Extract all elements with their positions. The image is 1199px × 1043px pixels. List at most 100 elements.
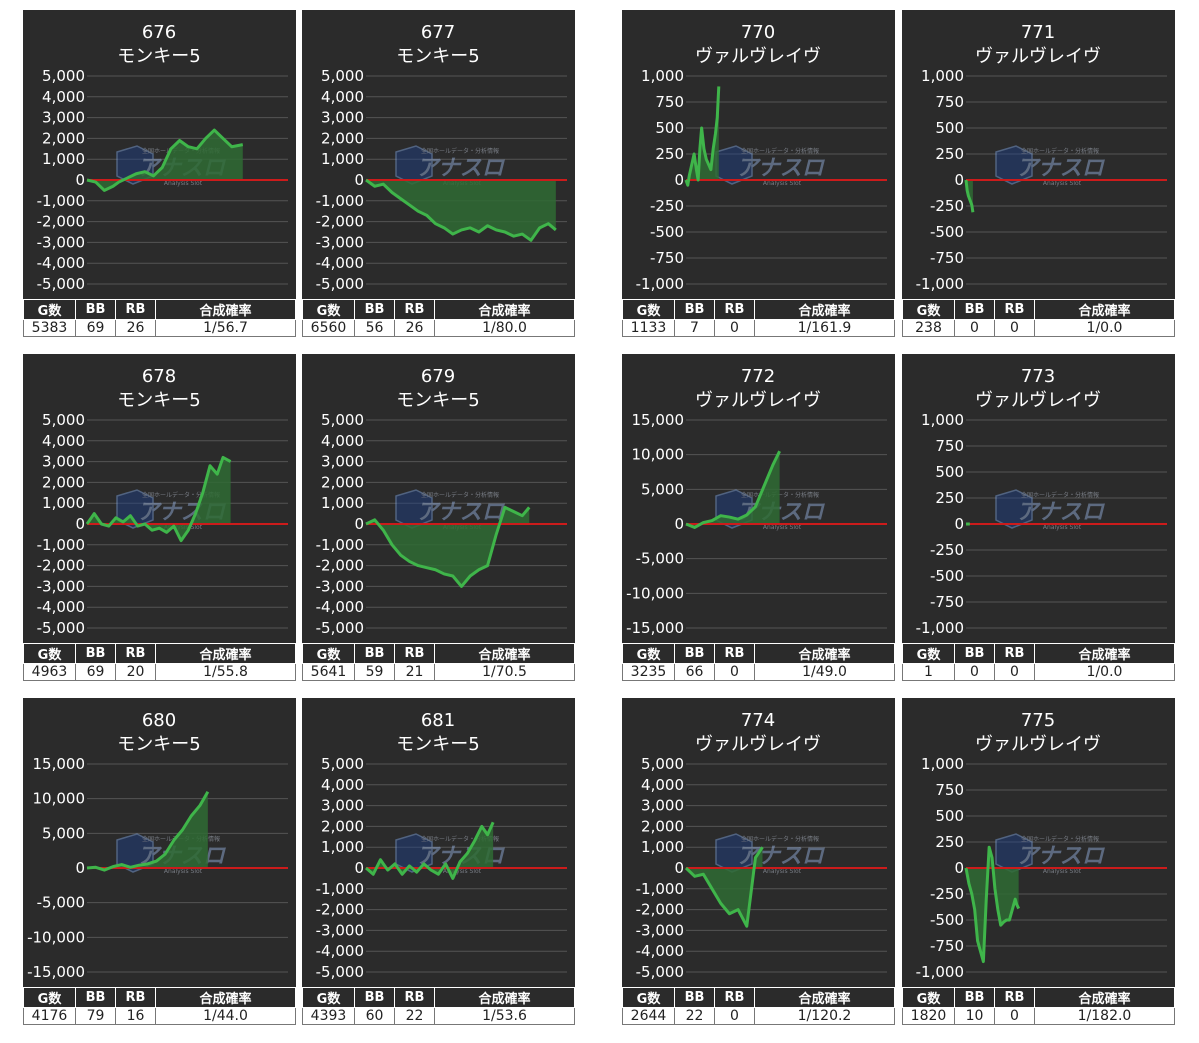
- y-tick-label: 250: [935, 145, 964, 163]
- watermark-tagline: Analysis Slot: [1043, 868, 1082, 875]
- value-bb: 56: [354, 319, 395, 337]
- watermark-header: 全国ホールデータ・分析情報: [1021, 147, 1099, 155]
- value-rb: 26: [394, 319, 435, 337]
- series-line: [365, 178, 557, 242]
- chart-area: 679 モンキー5 5,000 4,000 3,000 2,000 1,000 0 -1,000…: [302, 354, 575, 643]
- watermark-brand: アナスロ: [416, 156, 506, 181]
- y-tick-label: 2,000: [321, 473, 364, 491]
- header-bb: BB: [674, 987, 715, 1008]
- header-rate: 合成確率: [754, 299, 895, 320]
- machine-panel-775[interactable]: 775 ヴァルヴレイヴ 1,000 750 500 250 0 -250 -500 -750 -1,…: [902, 698, 1175, 1025]
- y-tick-label: -2,000: [37, 213, 85, 231]
- machine-panel-678[interactable]: 678 モンキー5 5,000 4,000 3,000 2,000 1,000 0 -1,000…: [23, 354, 296, 681]
- y-tick-label: 0: [354, 515, 364, 533]
- y-tick-label: -3,000: [37, 233, 85, 251]
- stats-header-row: G数 BB RB 合成確率: [302, 643, 575, 664]
- watermark-header: 全国ホールデータ・分析情報: [421, 835, 499, 843]
- y-tick-label: -500: [930, 223, 964, 241]
- machine-panel-676[interactable]: 676 モンキー5 5,000 4,000 3,000 2,000 1,000 0 -1,000…: [23, 10, 296, 337]
- y-tick-label: 1,000: [921, 755, 964, 773]
- value-games: 238: [902, 319, 955, 337]
- series-line: [365, 821, 495, 880]
- machine-panel-772[interactable]: 772 ヴァルヴレイヴ 15,000 10,000 5,000 0 -5,000 -10,00…: [622, 354, 895, 681]
- header-games: G数: [902, 299, 955, 320]
- header-bb: BB: [674, 643, 715, 664]
- machine-panel-774[interactable]: 774 ヴァルヴレイヴ 5,000 4,000 3,000 2,000 1,000 0 -1,0…: [622, 698, 895, 1025]
- header-games: G数: [23, 643, 76, 664]
- y-tick-label: 3,000: [641, 797, 684, 815]
- value-rb: 26: [115, 319, 156, 337]
- watermark-brand: アナスロ: [416, 500, 506, 525]
- y-tick-label: 3,000: [321, 109, 364, 127]
- stats-table: G数 BB RB 合成確率 3235 66 0 1/49.0: [622, 643, 895, 681]
- watermark-tagline: Analysis Slot: [164, 868, 203, 875]
- header-bb: BB: [954, 987, 995, 1008]
- header-games: G数: [302, 987, 355, 1008]
- y-tick-label: -2,000: [316, 213, 364, 231]
- value-rate: 1/0.0: [1034, 319, 1175, 337]
- series-line: [86, 790, 210, 872]
- y-tick-label: -5,000: [316, 619, 364, 637]
- watermark-tagline: Analysis Slot: [164, 180, 203, 187]
- header-bb: BB: [954, 643, 995, 664]
- value-games: 4176: [23, 1007, 76, 1025]
- y-tick-label: 2,000: [321, 129, 364, 147]
- machine-name: ヴァルヴレイヴ: [695, 46, 821, 67]
- machine-number: 679: [421, 366, 455, 387]
- y-tick-label: 10,000: [33, 790, 86, 808]
- machine-panel-773[interactable]: 773 ヴァルヴレイヴ 1,000 750 500 250 0 -250 -500 -750 -1,…: [902, 354, 1175, 681]
- stats-header-row: G数 BB RB 合成確率: [23, 987, 296, 1008]
- stats-value-row: 4393 60 22 1/53.6: [302, 1007, 575, 1025]
- header-rb: RB: [115, 987, 156, 1008]
- machine-panel-771[interactable]: 771 ヴァルヴレイヴ 1,000 750 500 250 0 -250 -500 -750 -1,…: [902, 10, 1175, 337]
- machine-number: 773: [1021, 366, 1055, 387]
- value-games: 4393: [302, 1007, 355, 1025]
- header-rb: RB: [994, 299, 1035, 320]
- header-rb: RB: [714, 987, 755, 1008]
- chart-area: 677 モンキー5 5,000 4,000 3,000 2,000 1,000 0 -1,000…: [302, 10, 575, 299]
- machine-panel-680[interactable]: 680 モンキー5 15,000 10,000 5,000 0 -5,000 -10,000 -…: [23, 698, 296, 1025]
- y-tick-label: -1,000: [916, 619, 964, 637]
- y-tick-label: 2,000: [321, 817, 364, 835]
- y-tick-label: -250: [930, 541, 964, 559]
- stats-header-row: G数 BB RB 合成確率: [902, 643, 1175, 664]
- y-tick-label: -500: [930, 567, 964, 585]
- stats-table: G数 BB RB 合成確率 1133 7 0 1/161.9: [622, 299, 895, 337]
- y-tick-label: 0: [354, 859, 364, 877]
- y-tick-label: 1,000: [921, 67, 964, 85]
- value-games: 1820: [902, 1007, 955, 1025]
- value-bb: 59: [354, 663, 395, 681]
- chart-area: 775 ヴァルヴレイヴ 1,000 750 500 250 0 -250 -500 -750 -1,…: [902, 698, 1175, 987]
- series-area: [87, 791, 208, 871]
- watermark-brand: アナスロ: [736, 844, 826, 869]
- value-rb: 20: [115, 663, 156, 681]
- value-bb: 22: [674, 1007, 715, 1025]
- y-tick-label: -2,000: [636, 901, 684, 919]
- series-line: [964, 179, 975, 213]
- machine-panel-770[interactable]: 770 ヴァルヴレイヴ 1,000 750 500 250 0 -250 -500 -750 -1,…: [622, 10, 895, 337]
- machine-panel-677[interactable]: 677 モンキー5 5,000 4,000 3,000 2,000 1,000 0 -1,000…: [302, 10, 575, 337]
- y-tick-label: 4,000: [321, 88, 364, 106]
- machine-panel-679[interactable]: 679 モンキー5 5,000 4,000 3,000 2,000 1,000 0 -1,000…: [302, 354, 575, 681]
- machine-name: ヴァルヴレイヴ: [975, 46, 1101, 67]
- y-tick-label: 2,000: [42, 473, 85, 491]
- y-tick-label: -1,000: [636, 275, 684, 293]
- machine-number: 774: [741, 710, 775, 731]
- series-line: [685, 450, 781, 529]
- y-tick-label: -1,000: [916, 275, 964, 293]
- y-tick-label: 4,000: [321, 432, 364, 450]
- y-tick-label: 0: [674, 859, 684, 877]
- header-rate: 合成確率: [434, 299, 575, 320]
- watermark-header: 全国ホールデータ・分析情報: [741, 491, 819, 499]
- machine-panel-681[interactable]: 681 モンキー5 5,000 4,000 3,000 2,000 1,000 0 -1,000…: [302, 698, 575, 1025]
- header-games: G数: [622, 299, 675, 320]
- y-tick-label: 250: [655, 145, 684, 163]
- y-tick-label: 750: [935, 93, 964, 111]
- header-rate: 合成確率: [754, 987, 895, 1008]
- y-tick-label: 0: [75, 859, 85, 877]
- y-tick-label: 4,000: [42, 432, 85, 450]
- header-games: G数: [622, 643, 675, 664]
- slump-graph: 676 モンキー5 5,000 4,000 3,000 2,000 1,000 0 -1,000…: [37, 22, 288, 293]
